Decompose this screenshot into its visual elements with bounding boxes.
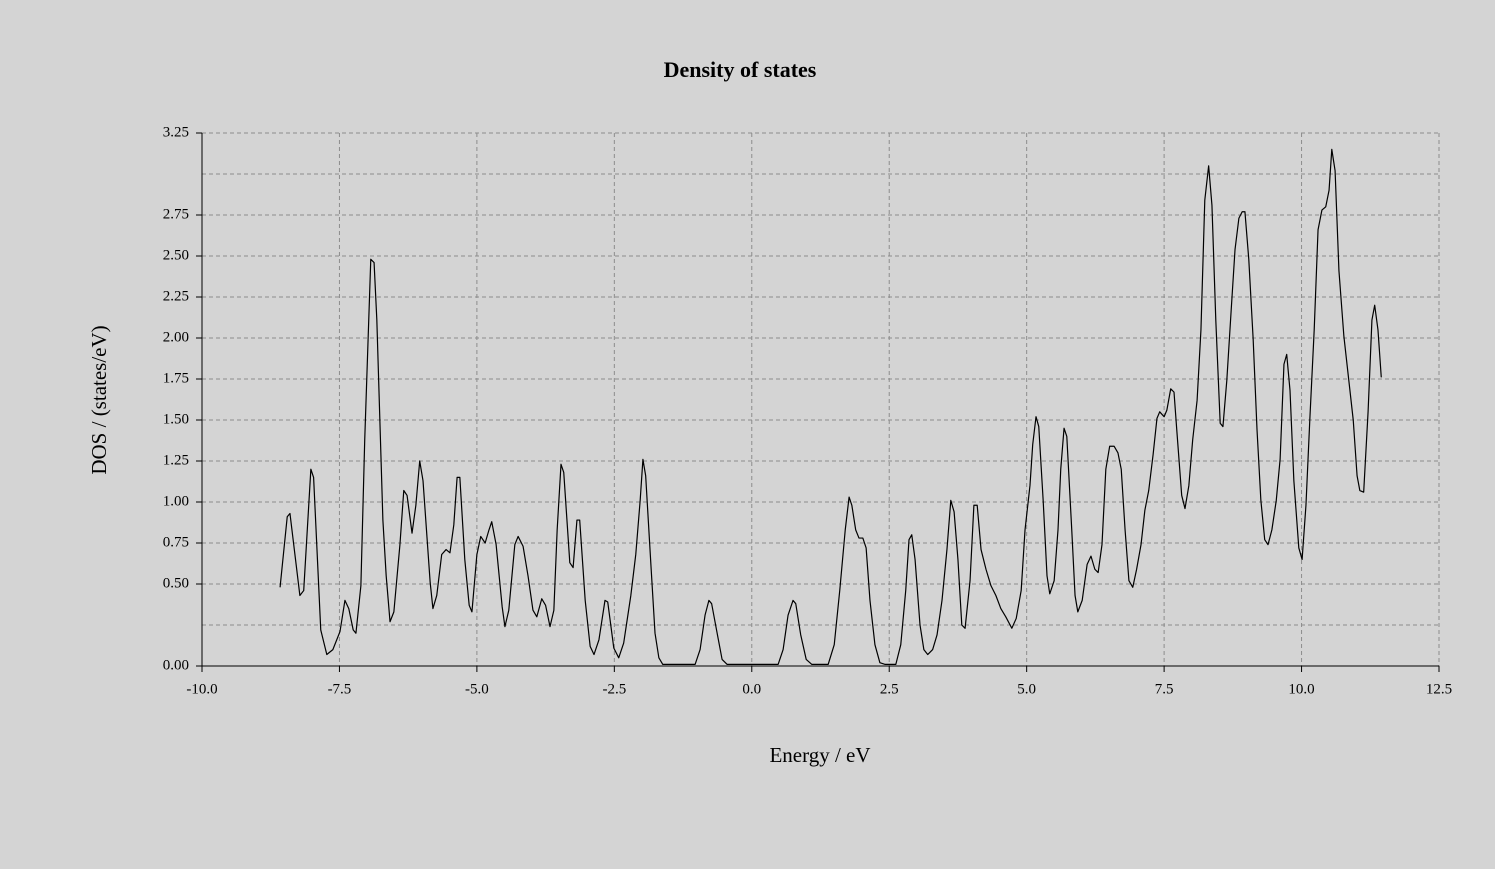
x-tick-label: 5.0 [1017,681,1036,697]
y-tick-label: 0.50 [163,575,189,591]
y-tick-label: 1.00 [163,493,189,509]
y-tick-label: 0.00 [163,657,189,673]
y-tick-label: 1.75 [163,370,189,386]
x-tick-label: 7.5 [1155,681,1174,697]
y-tick-label: 3.25 [163,124,189,140]
x-tick-label: -7.5 [328,681,352,697]
x-tick-label: 2.5 [880,681,899,697]
x-tick-label: 0.0 [742,681,761,697]
y-tick-label: 0.75 [163,534,189,550]
x-tick-label: -2.5 [602,681,626,697]
y-tick-label: 1.50 [163,411,189,427]
x-tick-label: 10.0 [1288,681,1314,697]
y-tick-label: 2.50 [163,247,189,263]
x-tick-label: 12.5 [1426,681,1452,697]
y-tick-label: 2.25 [163,288,189,304]
y-tick-label: 2.00 [163,329,189,345]
y-axis-label: DOS / (states/eV) [87,325,111,474]
x-tick-label: -10.0 [186,681,217,697]
x-axis-label: Energy / eV [769,743,870,767]
y-tick-label: 1.25 [163,452,189,468]
x-tick-label: -5.0 [465,681,489,697]
dos-line [279,148,1382,665]
chart-title: Density of states [664,57,817,82]
y-tick-label: 2.75 [163,206,189,222]
